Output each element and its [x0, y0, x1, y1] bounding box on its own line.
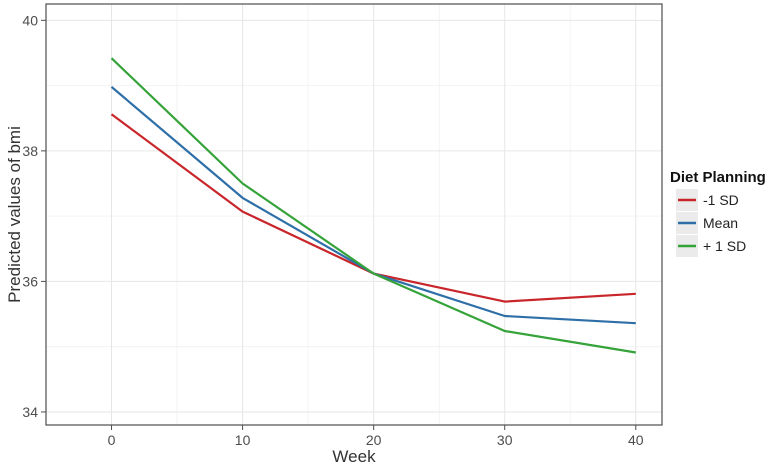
legend-label: -1 SD: [703, 192, 739, 208]
x-axis-title: Week: [332, 447, 376, 466]
x-axis: 0 10 20 30 40: [108, 425, 644, 448]
x-tick-label: 40: [628, 432, 644, 448]
minor-gridlines: [46, 4, 662, 425]
y-axis-title: Predicted values of bmi: [5, 126, 24, 303]
major-gridlines: [46, 4, 662, 425]
x-tick-label: 0: [108, 432, 116, 448]
y-tick-label: 36: [22, 273, 38, 289]
y-tick-label: 40: [22, 12, 38, 28]
y-axis: 34 36 38 40: [22, 12, 46, 420]
legend: Diet Planning -1 SD Mean + 1 SD: [670, 169, 766, 257]
legend-label: + 1 SD: [703, 238, 746, 254]
plot-border: [45, 3, 663, 426]
plot-panel: [46, 4, 662, 425]
x-tick-label: 10: [235, 432, 251, 448]
series-line-2: [110, 57, 636, 354]
y-tick-label: 38: [22, 143, 38, 159]
x-tick-label: 20: [366, 432, 382, 448]
y-tick-label: 34: [22, 404, 38, 420]
legend-title: Diet Planning: [670, 169, 766, 186]
x-tick-label: 30: [497, 432, 513, 448]
legend-label: Mean: [703, 215, 738, 231]
series-lines: [110, 57, 636, 354]
